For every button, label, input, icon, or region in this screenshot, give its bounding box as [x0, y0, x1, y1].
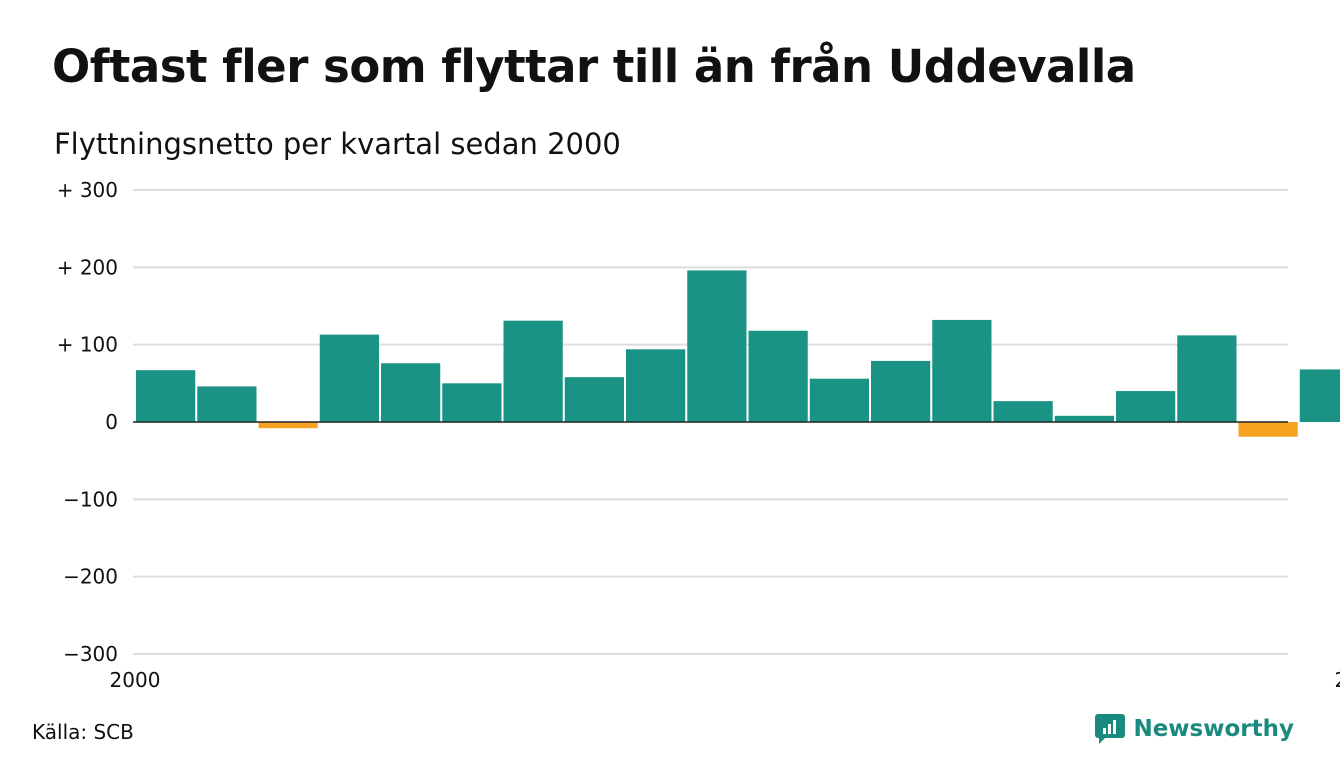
bar-chart-chat-icon — [1095, 714, 1126, 744]
y-tick-label: −200 — [63, 565, 118, 589]
bar — [626, 349, 686, 422]
bar — [258, 422, 318, 429]
y-tick-label: + 300 — [57, 178, 118, 202]
bar — [1177, 335, 1237, 422]
bar — [381, 363, 441, 422]
y-tick-label: −300 — [63, 642, 118, 666]
bar — [1238, 422, 1298, 437]
bar — [503, 320, 563, 422]
bar — [748, 330, 808, 422]
bar — [1116, 391, 1176, 422]
bar — [197, 386, 257, 422]
chart-title: Oftast fler som flyttar till än från Udd… — [52, 40, 1136, 93]
x-axis-labels: 20002005201020152020 — [110, 668, 1340, 692]
bar — [932, 319, 992, 422]
y-axis-labels: + 300 + 200 + 100 0 −100 −200 −300 — [57, 178, 118, 666]
source-note: Källa: SCB — [32, 720, 134, 744]
y-tick-label: + 200 — [57, 255, 118, 279]
bar — [564, 377, 624, 422]
bar — [319, 334, 379, 422]
brand-name: Newsworthy — [1133, 716, 1294, 742]
bar — [442, 383, 502, 422]
bar — [687, 270, 747, 422]
chart-subtitle: Flyttningsnetto per kvartal sedan 2000 — [54, 127, 621, 161]
bars — [133, 270, 1340, 437]
y-tick-label: 0 — [105, 410, 118, 434]
bar — [809, 378, 869, 422]
bar — [993, 401, 1053, 422]
bar — [1054, 415, 1114, 422]
bar — [871, 360, 931, 422]
bar — [1299, 369, 1340, 422]
x-tick-label: 2005 — [1335, 668, 1340, 692]
y-tick-label: + 100 — [57, 333, 118, 357]
brand-logo[interactable]: Newsworthy — [1095, 714, 1294, 744]
x-tick-label: 2000 — [110, 668, 161, 692]
bar — [136, 370, 196, 422]
y-tick-label: −100 — [63, 487, 118, 511]
